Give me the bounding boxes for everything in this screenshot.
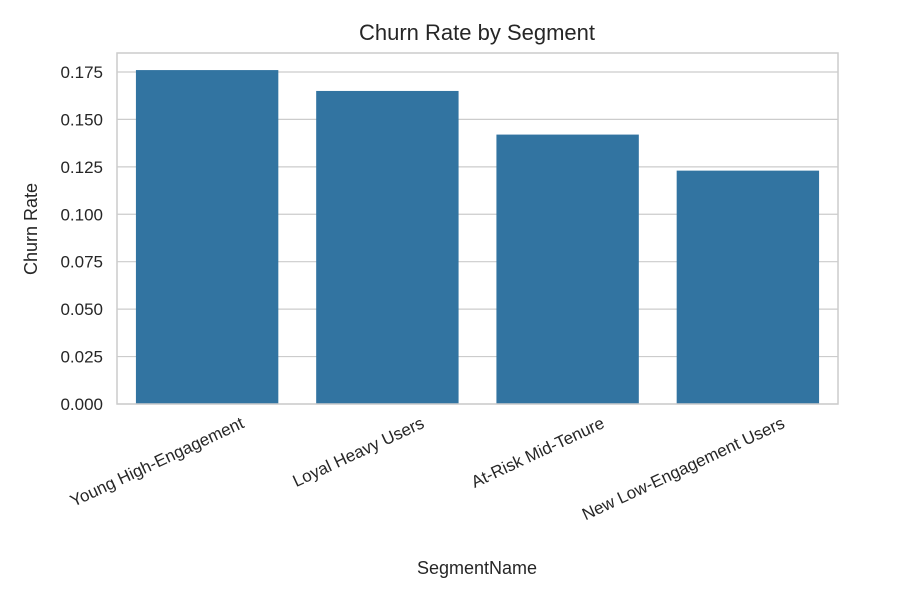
bar: [496, 134, 639, 404]
chart-title: Churn Rate by Segment: [359, 20, 595, 45]
bar: [135, 70, 279, 404]
x-axis-label: SegmentName: [417, 558, 537, 578]
y-tick-label: 0.025: [60, 348, 103, 367]
y-tick-label: 0.150: [60, 110, 103, 129]
y-tick-labels: 0.000 0.025 0.050 0.075 0.100 0.125 0.150 0.175: [60, 63, 103, 414]
y-tick-label: 0.100: [60, 205, 103, 224]
bar: [676, 170, 820, 404]
x-tick-label: New Low-Engagement Users: [579, 413, 787, 524]
bar: [316, 90, 459, 404]
y-axis-label: Churn Rate: [21, 183, 41, 275]
x-tick-labels: Young High-Engagement Loyal Heavy Users At…: [67, 413, 787, 524]
y-tick-label: 0.175: [60, 63, 103, 82]
y-tick-label: 0.000: [60, 395, 103, 414]
x-tick-label: Young High-Engagement: [67, 413, 247, 510]
x-tick-label: Loyal Heavy Users: [290, 413, 427, 491]
y-tick-label: 0.125: [60, 158, 103, 177]
plot-frame: [116, 52, 839, 405]
y-tick-label: 0.075: [60, 253, 103, 272]
bars: [135, 70, 820, 404]
x-tick-label: At-Risk Mid-Tenure: [468, 413, 607, 491]
y-tick-label: 0.050: [60, 300, 103, 319]
